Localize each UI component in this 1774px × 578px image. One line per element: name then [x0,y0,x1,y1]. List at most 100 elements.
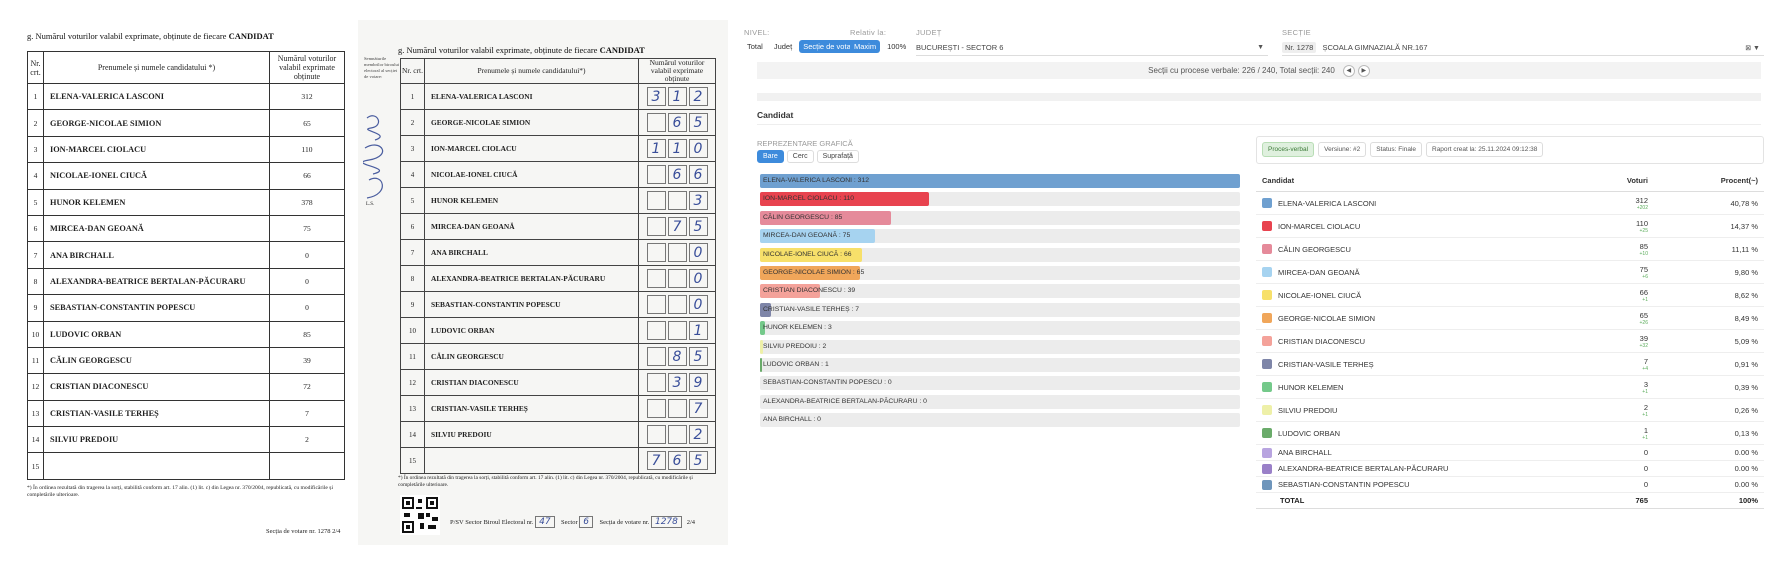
handwritten-digit [646,373,666,392]
relativ-option[interactable]: 100% [887,42,907,51]
handwritten-digit [667,321,687,340]
result-candidate: ION-MARCEL CIOLACU [1256,221,1594,231]
color-swatch [1262,359,1272,369]
nivel-option[interactable]: Total [747,42,763,51]
report-info-frame [1256,136,1764,164]
sectie-select[interactable]: Nr. 1278 ȘCOALA GIMNAZIALĂ NR.167 ⊠ ▼ [1282,40,1764,56]
scan-row-nr: 9 [400,291,425,318]
sheet-row-votes: 312 [269,82,345,111]
bar-track: ANA BIRCHALL : 0 [760,413,1240,428]
results-row: CĂLIN GEORGESCU 85 +10 11,11 % [1256,238,1764,261]
sheet-row: 12 CRISTIAN DIACONESCU 72 [27,373,345,401]
relativ-option[interactable]: Maxim [850,40,881,53]
result-candidate: HUNOR KELEMEN [1256,382,1594,392]
result-delta: +10 [1639,250,1648,257]
handwritten-digit [646,425,666,444]
result-votes-cell: 75 +6 [1594,265,1654,280]
sheet-row-name: MIRCEA-DAN GEOANĂ [43,214,270,243]
result-votes-cell: 0 [1594,464,1654,473]
total-pct: 100% [1738,496,1758,505]
scan-row-name: NICOLAE-IONEL CIUCĂ [424,161,639,188]
scan-row: 5 HUNOR KELEMEN 3 [400,187,716,214]
sheet-row-name: SILVIU PREDOIU [43,426,270,454]
qr-code [400,495,440,535]
bar-label: ELENA-VALERICA LASCONI : 312 [763,177,870,184]
bar [760,321,765,336]
result-name: HUNOR KELEMEN [1278,382,1344,392]
chart-toggle-bar-chart-icon[interactable]: Bare [757,150,784,163]
result-votes: 3 [1643,379,1648,389]
sheet-row-nr: 7 [27,241,44,269]
sectie-number-badge: Nr. 1278 [1282,42,1317,53]
divider-bar [757,93,1761,101]
scan-row-nr: 3 [400,135,425,162]
result-pct: 0.00 % [1734,464,1758,473]
sheet-row-name: SEBASTIAN-CONSTANTIN POPESCU [43,294,270,322]
sheet-row-nr: 12 [27,373,44,401]
col-voturi[interactable]: Voturi [1626,176,1648,185]
result-delta: +25 [1639,227,1648,234]
judet-select[interactable]: BUCUREȘTI - SECTOR 6 ▼ [916,40,1268,56]
result-votes-cell: 65 +26 [1594,311,1654,326]
bar-label: MIRCEA-DAN GEOANĂ : 75 [763,232,851,240]
nivel-option[interactable]: Județ [773,42,793,51]
bar-track: NICOLAE-IONEL CIUCĂ : 66 [760,247,1240,262]
handwritten-digit [646,217,666,236]
col-procent[interactable]: Procent(~) [1720,176,1758,185]
bar-track: SILVIU PREDOIU : 2 [760,339,1240,354]
color-swatch [1262,405,1272,415]
scan-row-name: CRISTIAN-VASILE TERHEȘ [424,395,639,422]
chart-toggle-area-chart-icon[interactable]: Suprafață [816,150,859,163]
handwritten-digit [667,295,687,314]
scan-sector-label: Sector [561,519,578,526]
prev-section-button[interactable]: ◀ [1342,64,1355,77]
bar [760,229,876,244]
bar [760,357,762,372]
sheet-row: 15 [27,452,345,480]
bar-track: ION-MARCEL CIOLACU : 110 [760,192,1240,207]
chart-toggle-circle-chart-icon[interactable]: Cerc [786,150,814,163]
result-votes: 0 [1643,480,1648,489]
clear-and-chevron-icon[interactable]: ⊠ ▼ [1745,44,1760,52]
sheet-row-votes [269,452,345,480]
report-chip[interactable]: Proces-verbal [1262,142,1315,157]
scan-row: 13 CRISTIAN-VASILE TERHEȘ 7 [400,395,716,422]
handwritten-digit [667,425,687,444]
handwritten-digit: 5 [688,113,708,132]
bar-track: ELENA-VALERICA LASCONI : 312 [760,174,1240,188]
sheet-row-name [43,452,270,480]
result-pct: 0,39 % [1734,382,1758,392]
bar-label: CĂLIN GEORGESCU : 85 [763,213,843,221]
handwritten-digit: 2 [688,87,708,106]
bar [760,302,771,317]
scan-col-name: Prenumele și numele candidatului*) [424,58,639,84]
col-candidat[interactable]: Candidat [1262,176,1295,185]
scan-row-name: GEORGE-NICOLAE SIMION [424,109,639,136]
scan-bottom-line: P/SV Sector Biroul Electoral nr. 47 Sect… [450,516,695,528]
sheet-row-name: ELENA-VALERICA LASCONI [43,82,270,111]
handwritten-digit: 0 [688,139,708,158]
result-candidate: ANA BIRCHALL [1256,447,1594,458]
color-swatch [1262,244,1272,254]
scan-row-nr: 2 [400,109,425,136]
sheet-row-nr: 10 [27,320,44,348]
result-votes: 39 [1639,333,1648,343]
result-votes: 75 [1639,264,1648,274]
handwritten-digit: 6 [688,165,708,184]
nivel-option[interactable]: Secție de votare [799,40,862,53]
report-chip: Versiune: #2 [1318,142,1367,157]
sheet-col-votes: Numărul voturilor valabil exprimate obți… [269,51,345,84]
sheet-row-votes: 85 [269,320,345,348]
result-name: CRISTIAN-VASILE TERHEȘ [1278,359,1374,369]
sheet-row-nr: 2 [27,109,44,137]
scan-row-votes: 0 [638,265,716,292]
result-pct: 0,26 % [1734,405,1758,415]
sheet-row-nr: 11 [27,346,44,375]
next-section-button[interactable]: ▶ [1357,64,1370,77]
result-name: LUDOVIC ORBAN [1278,428,1341,438]
